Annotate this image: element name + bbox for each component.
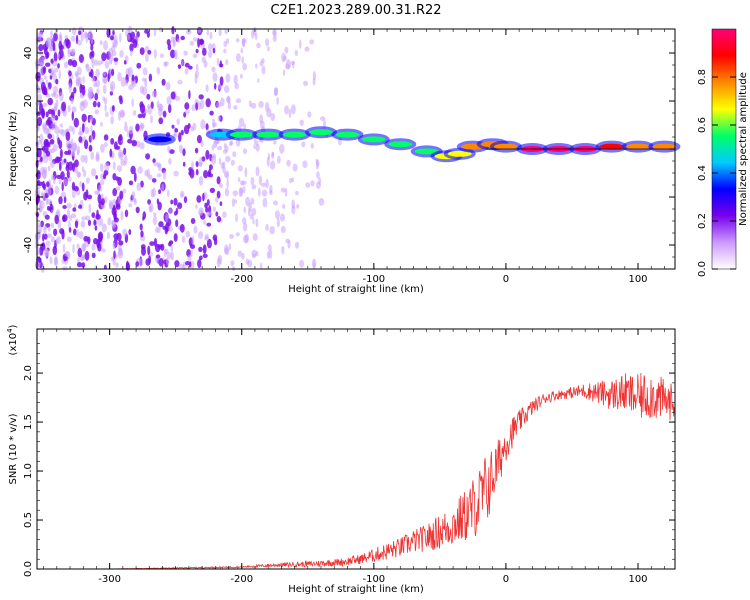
snr-panel: -300 -200 -100 0 100 0.0 0.5 1.0 1.5 2.0 Height … xyxy=(6,324,676,595)
spectrogram-signal-point xyxy=(414,148,439,155)
spectrogram-signal-point xyxy=(229,131,254,138)
y-tick-label: 0 xyxy=(23,146,34,152)
snr-multiplier-base: (x10 xyxy=(8,333,19,356)
spectrogram-ylabel: Frequency (Hz) xyxy=(8,111,19,187)
spectrogram-signal-point xyxy=(447,150,472,157)
x-tick-label: 100 xyxy=(628,274,647,285)
spectrogram-signal-point xyxy=(335,131,360,138)
snr-ylabel: SNR (10 * v/v) xyxy=(8,413,19,484)
spectrogram-y-ticks: -40 -20 0 20 40 xyxy=(23,28,675,270)
spectrogram-noise-layer xyxy=(34,25,342,274)
spectrogram-signal-point xyxy=(282,131,307,138)
x-tick-label: -300 xyxy=(98,274,121,285)
colorbar-ticks: 0.0 0.2 0.4 0.6 0.8 xyxy=(697,69,736,277)
y-tick-label: 0.0 xyxy=(23,561,34,577)
spectrogram-signal-point xyxy=(147,136,172,143)
x-tick-label: -200 xyxy=(230,274,253,285)
spectrogram-signal-point xyxy=(361,136,386,143)
spectrogram-signal-point xyxy=(626,143,650,150)
colorbar-gradient xyxy=(711,28,737,270)
y-tick-label: 1.5 xyxy=(23,414,34,430)
figure-title: C2E1.2023.289.00.31.R22 xyxy=(270,3,441,18)
x-tick-label: -200 xyxy=(230,574,253,585)
spectrogram-x-ticks: -300 -200 -100 0 100 xyxy=(43,29,665,285)
colorbar-tick-label: 0.8 xyxy=(697,69,708,85)
spectrogram-signal-point xyxy=(599,143,624,150)
colorbar-label: Normalized spectral amplitude xyxy=(738,72,749,226)
y-tick-label: 0.5 xyxy=(23,512,34,528)
snr-frame xyxy=(36,328,676,570)
spectrogram-signal-point xyxy=(309,129,333,136)
y-tick-label: -20 xyxy=(23,189,34,205)
y-tick-label: -40 xyxy=(23,237,34,253)
x-tick-label: 0 xyxy=(503,574,509,585)
spectrogram-signal-layer xyxy=(143,126,681,163)
snr-y-ticks: 0.0 0.5 1.0 1.5 2.0 xyxy=(23,343,675,577)
x-tick-label: 100 xyxy=(628,574,647,585)
spectrogram-xlabel: Height of straight line (km) xyxy=(288,284,424,295)
spectrogram-signal-point xyxy=(256,131,281,138)
x-tick-label: -100 xyxy=(362,274,385,285)
x-tick-label: -300 xyxy=(98,574,121,585)
colorbar: 0.0 0.2 0.4 0.6 0.8 Normalized spectral ampl… xyxy=(697,28,749,277)
snr-multiplier: (x104) xyxy=(6,324,19,355)
colorbar-tick-label: 0.6 xyxy=(697,117,708,133)
x-tick-label: -100 xyxy=(362,574,385,585)
snr-x-ticks: -300 -200 -100 0 100 xyxy=(43,329,665,585)
colorbar-tick-label: 0.4 xyxy=(697,165,708,181)
y-tick-label: 20 xyxy=(23,95,34,108)
snr-multiplier-close: ) xyxy=(8,324,19,328)
snr-xlabel: Height of straight line (km) xyxy=(288,584,424,595)
snr-background xyxy=(37,329,675,569)
colorbar-tick-label: 0.2 xyxy=(697,213,708,229)
spectrogram-signal-point xyxy=(388,141,413,148)
spectrogram-signal-point xyxy=(493,143,518,150)
x-tick-label: 0 xyxy=(503,274,509,285)
spectrogram-signal-point xyxy=(652,143,677,150)
y-tick-label: 40 xyxy=(23,47,34,60)
y-tick-label: 1.0 xyxy=(23,463,34,479)
colorbar-tick-label: 0.0 xyxy=(697,261,708,277)
snr-multiplier-exponent: 4 xyxy=(6,328,14,333)
y-tick-label: 2.0 xyxy=(23,365,34,381)
